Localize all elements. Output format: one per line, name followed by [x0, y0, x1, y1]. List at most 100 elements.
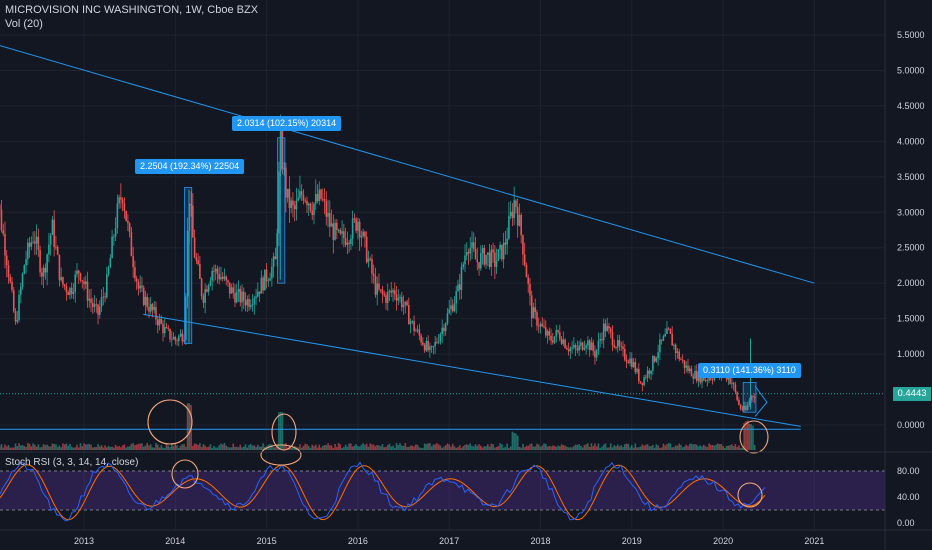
- volume-bar: [88, 443, 91, 450]
- annotation-circles[interactable]: [147, 399, 769, 508]
- volume-bar: [374, 446, 377, 450]
- candle-body: [483, 247, 486, 265]
- candle-body: [209, 280, 212, 286]
- volume-bar: [111, 446, 113, 450]
- annotation-circle[interactable]: [171, 459, 199, 489]
- candle-body: [344, 237, 347, 245]
- candle-body: [402, 304, 405, 308]
- trendlines[interactable]: [0, 44, 885, 430]
- volume-bar: [255, 446, 257, 450]
- candle-body: [495, 260, 498, 267]
- volume-bar: [262, 443, 264, 450]
- candle-body: [76, 270, 78, 275]
- candle-body: [0, 209, 3, 231]
- volume-bar: [213, 445, 215, 450]
- volume-bar: [613, 445, 616, 450]
- volume-bar: [114, 444, 117, 450]
- volume-bar: [732, 446, 735, 450]
- volume-bar: [722, 445, 724, 450]
- volume-bar: [34, 444, 36, 450]
- volume-bar: [488, 446, 491, 450]
- volume-bar: [220, 443, 222, 450]
- candle-body: [174, 336, 177, 341]
- volume-legend[interactable]: Vol (20): [5, 18, 43, 30]
- candle-body: [293, 205, 296, 210]
- candle-body: [283, 167, 285, 170]
- candle-body: [232, 287, 235, 293]
- candle-body: [592, 342, 594, 352]
- candle-body: [692, 376, 695, 379]
- candle-body: [595, 349, 598, 358]
- volume-bar: [662, 443, 665, 450]
- candle-body: [269, 278, 271, 281]
- candlesticks: [0, 114, 757, 413]
- volume-bar: [183, 444, 185, 450]
- candle-body: [378, 283, 380, 290]
- volume-bar: [337, 443, 340, 450]
- candle-body: [230, 287, 233, 294]
- volume-bar: [725, 446, 728, 450]
- volume-bar: [14, 443, 17, 450]
- volume-bar: [638, 447, 640, 450]
- candle-body: [307, 203, 310, 206]
- annotation-circle[interactable]: [147, 399, 193, 445]
- time-tick-label: 2015: [257, 536, 277, 546]
- candle-body: [708, 378, 710, 381]
- candle-body: [650, 370, 652, 374]
- volume-bar: [42, 444, 45, 450]
- candle-body: [281, 130, 284, 170]
- annotation-circle[interactable]: [260, 444, 302, 466]
- candle-body: [271, 266, 273, 279]
- candle-body: [123, 203, 126, 211]
- volume-bar: [508, 447, 510, 450]
- candle-body: [622, 346, 624, 349]
- price-tick-label: 1.0000: [897, 349, 925, 359]
- volume-bar: [99, 446, 101, 450]
- candle-body: [465, 252, 468, 256]
- volume-bar: [137, 443, 140, 450]
- candle-body: [211, 270, 213, 281]
- stoch-rsi-legend[interactable]: Stoch RSI (3, 3, 14, 14, close): [5, 457, 139, 468]
- measure-callout-2015[interactable]: 2.0314 (102.15%) 20314: [232, 116, 342, 131]
- volume-bar: [497, 445, 500, 450]
- volume-bar: [743, 422, 745, 450]
- symbol-title[interactable]: MICROVISION INC WASHINGTON, 1W, Cboe BZX: [5, 4, 259, 16]
- annotation-circle[interactable]: [737, 482, 763, 508]
- trendline-1[interactable]: [143, 313, 801, 427]
- volume-bar: [536, 443, 538, 450]
- trendline-0[interactable]: [0, 44, 815, 284]
- volume-bar: [550, 446, 552, 450]
- volume-bar: [518, 446, 521, 450]
- volume-bar: [95, 447, 98, 450]
- volume-bar: [471, 445, 473, 450]
- volume-bar: [444, 445, 447, 450]
- volume-bar: [53, 443, 55, 450]
- candle-body: [179, 333, 182, 337]
- volume-bar: [643, 445, 645, 450]
- volume-bar: [334, 443, 336, 450]
- volume-bar: [304, 443, 307, 450]
- annotation-circle[interactable]: [271, 413, 297, 451]
- volume-bar: [422, 447, 424, 450]
- volume-bar: [386, 444, 389, 450]
- candle-body: [21, 273, 24, 288]
- candle-body: [632, 362, 635, 367]
- candle-body: [487, 252, 489, 255]
- candle-body: [248, 298, 250, 307]
- candle-body: [106, 274, 108, 298]
- candle-body: [451, 305, 454, 312]
- candle-body: [741, 408, 744, 410]
- candle-body: [358, 221, 361, 238]
- volume-bar: [365, 443, 368, 450]
- measure-callout-2014[interactable]: 2.2504 (192.34%) 22504: [135, 159, 245, 174]
- volume-bar: [529, 444, 531, 450]
- measure-callout-2020[interactable]: 0.3110 (141.36%) 3110: [698, 363, 801, 378]
- time-tick-label: 2018: [530, 536, 550, 546]
- time-tick-label: 2020: [713, 536, 733, 546]
- volume-bar: [674, 445, 677, 450]
- candle-body: [534, 307, 537, 313]
- volume-bar: [736, 447, 738, 450]
- volume-bar: [306, 444, 308, 450]
- annotation-circle[interactable]: [739, 420, 769, 454]
